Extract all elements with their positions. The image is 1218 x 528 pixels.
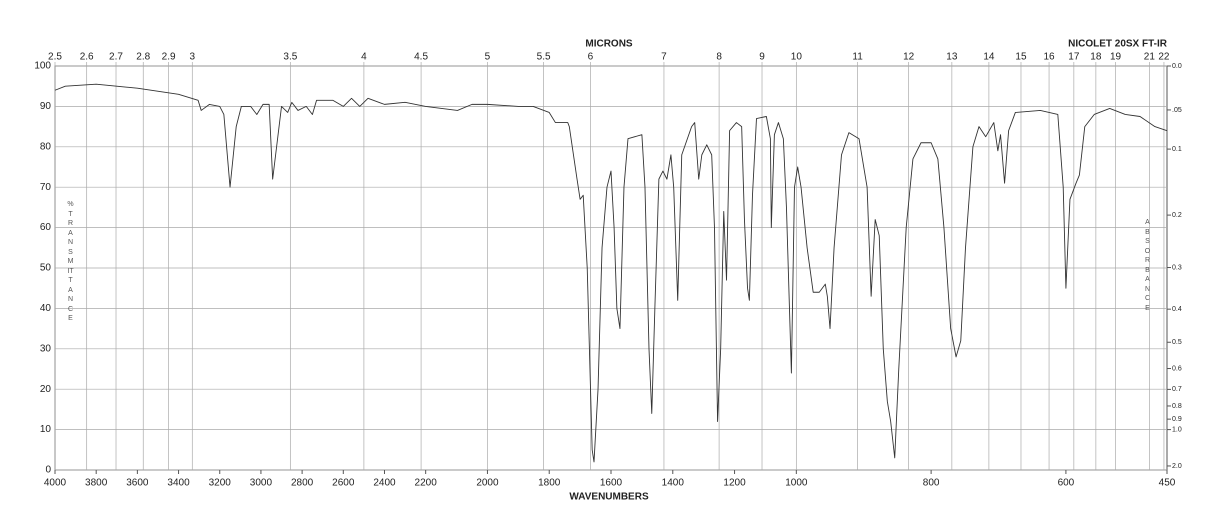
x-tick-label: 1200 bbox=[723, 478, 746, 489]
x2-tick-label: 16 bbox=[1043, 52, 1055, 63]
y-tick-label: 100 bbox=[34, 61, 51, 72]
x2-tick-label: 7 bbox=[661, 52, 667, 63]
x2-tick-label: 5 bbox=[485, 52, 491, 63]
y2-tick-label: 1.0 bbox=[1172, 426, 1182, 433]
x2-tick-label: 2.5 bbox=[48, 52, 62, 63]
y-tick-label: 40 bbox=[40, 303, 52, 314]
y-tick-label: 60 bbox=[40, 222, 52, 233]
x-axis-label: WAVENUMBERS bbox=[569, 492, 649, 503]
y2-tick-label: 0.3 bbox=[1172, 264, 1182, 271]
x2-tick-label: 17 bbox=[1068, 52, 1080, 63]
x-tick-label: 1600 bbox=[600, 478, 623, 489]
y2-tick-label: 0.8 bbox=[1172, 403, 1182, 410]
y-tick-label: 70 bbox=[40, 182, 52, 193]
x2-tick-label: 18 bbox=[1090, 52, 1102, 63]
y-tick-label: 20 bbox=[40, 384, 52, 395]
x-tick-label: 2800 bbox=[291, 478, 314, 489]
x-tick-label: 600 bbox=[1058, 478, 1075, 489]
x2-tick-label: 2.9 bbox=[162, 52, 176, 63]
y-tick-label: 30 bbox=[40, 343, 52, 354]
y2-tick-label: 0.5 bbox=[1172, 339, 1182, 346]
x2-tick-label: 12 bbox=[903, 52, 915, 63]
x-tick-label: 2600 bbox=[332, 478, 355, 489]
x-tick-label: 2400 bbox=[373, 478, 396, 489]
x-tick-label: 3400 bbox=[167, 478, 190, 489]
x-tick-label: 450 bbox=[1159, 478, 1176, 489]
x-tick-label: 800 bbox=[923, 478, 940, 489]
x2-tick-label: 5.5 bbox=[537, 52, 551, 63]
x2-tick-label: 4.5 bbox=[414, 52, 428, 63]
x-tick-label: 3600 bbox=[126, 478, 149, 489]
y2-tick-label: 0.1 bbox=[1172, 146, 1182, 153]
annotation: NICOLET 20SX FT-IR bbox=[1068, 39, 1168, 50]
y2-tick-label: 2.0 bbox=[1172, 463, 1182, 470]
y-tick-label: 10 bbox=[40, 424, 52, 435]
x2-tick-label: 8 bbox=[716, 52, 722, 63]
y2-tick-label: 0.7 bbox=[1172, 386, 1182, 393]
y2-tick-label: 0.6 bbox=[1172, 365, 1182, 372]
x2-tick-label: 11 bbox=[852, 52, 863, 63]
x2-tick-label: 22 bbox=[1158, 52, 1170, 63]
x-tick-label: 4000 bbox=[44, 478, 67, 489]
x2-tick-label: 6 bbox=[588, 52, 594, 63]
x-tick-label: 2200 bbox=[415, 478, 438, 489]
x2-tick-label: 3.5 bbox=[283, 52, 297, 63]
x2-tick-label: 14 bbox=[983, 52, 995, 63]
x2-tick-label: 13 bbox=[946, 52, 958, 63]
y2-tick-label: .05 bbox=[1172, 107, 1182, 114]
x-tick-label: 3000 bbox=[250, 478, 273, 489]
x2-tick-label: 2.6 bbox=[80, 52, 94, 63]
y2-tick-label: 0.4 bbox=[1172, 306, 1182, 313]
x2-tick-label: 9 bbox=[759, 52, 765, 63]
x-tick-label: 1400 bbox=[662, 478, 685, 489]
x2-tick-label: 4 bbox=[361, 52, 367, 63]
x-tick-label: 2000 bbox=[476, 478, 499, 489]
x-tick-label: 3800 bbox=[85, 478, 108, 489]
y-tick-label: 0 bbox=[45, 465, 51, 476]
x2-tick-label: 2.8 bbox=[136, 52, 150, 63]
y-tick-label: 80 bbox=[40, 141, 52, 152]
y-tick-label: 90 bbox=[40, 101, 52, 112]
y-tick-label: 50 bbox=[40, 263, 52, 274]
x-tick-label: 3200 bbox=[209, 478, 232, 489]
x2-tick-label: 3 bbox=[190, 52, 196, 63]
x2-tick-label: 2.7 bbox=[109, 52, 123, 63]
x2-tick-label: 10 bbox=[791, 52, 803, 63]
x2-tick-label: 21 bbox=[1144, 52, 1156, 63]
y-axis-label: %TRANSMITTANCE bbox=[67, 201, 74, 322]
chart-title: MICRONS bbox=[585, 39, 633, 50]
x-tick-label: 1800 bbox=[538, 478, 561, 489]
x2-tick-label: 19 bbox=[1110, 52, 1122, 63]
y2-tick-label: 0.9 bbox=[1172, 416, 1182, 423]
y2-axis-label: ABSORBANCE bbox=[1144, 219, 1151, 312]
y2-tick-label: 0.0 bbox=[1172, 63, 1182, 70]
x-tick-label: 1000 bbox=[785, 478, 808, 489]
x2-tick-label: 15 bbox=[1015, 52, 1027, 63]
spectrum-line bbox=[54, 83, 1168, 463]
y2-tick-label: 0.2 bbox=[1172, 212, 1182, 219]
